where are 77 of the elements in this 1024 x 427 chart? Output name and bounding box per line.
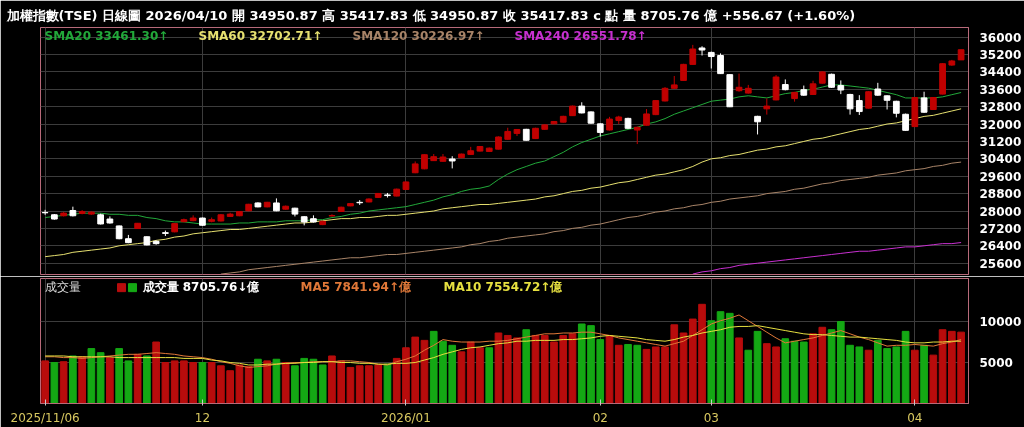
y-tick-label: 36000: [979, 30, 1022, 45]
line-series: [44, 108, 962, 258]
y-tick-label: 33600: [979, 82, 1022, 97]
y-tick-label: 27200: [979, 221, 1022, 236]
legend-label: 成交量 8705.76↓億: [141, 279, 261, 294]
x-tick-label: 12: [194, 410, 211, 425]
bar: [143, 355, 151, 404]
y-tick-label: 28800: [979, 187, 1022, 202]
y-tick-label: 35200: [979, 47, 1022, 62]
bar: [133, 353, 142, 404]
text: SMA20 33461.30↑: [44, 28, 169, 43]
bar: [41, 360, 49, 404]
bar: [198, 362, 207, 404]
bar: [457, 351, 466, 404]
text: MA10 7554.72↑億: [443, 279, 564, 294]
x-tick-label: 02: [592, 410, 608, 425]
bar: [929, 354, 938, 404]
text: MA5 7841.94↑億: [300, 279, 412, 294]
candlestick: [772, 74, 780, 101]
y-tick-label: 26400: [979, 239, 1022, 254]
bar: [781, 338, 790, 404]
line-series: [44, 84, 962, 225]
text: SMA120 30226.97↑: [352, 28, 485, 43]
bar: [920, 344, 928, 404]
bar: [735, 337, 743, 404]
candlestick: [883, 94, 891, 110]
candlestick: [920, 91, 928, 114]
bar: [96, 352, 105, 404]
y-tick-label: 28000: [979, 204, 1022, 219]
y-tick-label: 31200: [979, 134, 1022, 149]
bar: [59, 361, 68, 404]
candlestick: [855, 94, 863, 116]
y-tick-label: 32000: [979, 117, 1022, 132]
bar: [87, 348, 96, 404]
bar: [753, 330, 762, 404]
bar: [281, 362, 290, 404]
candlestick: [41, 209, 49, 216]
bar: [744, 349, 753, 404]
y-tick-label: 30400: [979, 152, 1022, 167]
x-tick-label: 2026/01: [381, 410, 431, 425]
bar: [383, 363, 392, 404]
bar: [50, 362, 59, 404]
line-series: [692, 242, 962, 275]
bar: [614, 344, 623, 404]
bar: [78, 356, 86, 404]
bar: [485, 347, 494, 404]
x-tick-label: 04: [907, 410, 923, 425]
bar: [318, 364, 327, 404]
chart-title: 加權指數(TSE) 日線圖 2026/04/10 開 34950.87 高 35417.83 低 34950.87 收 35417.83 c 點 量 8705.76 億 +556.67 (+1.60%): [5, 7, 856, 23]
bar: [901, 330, 910, 404]
bar: [911, 349, 919, 404]
bar: [69, 355, 77, 404]
line-series: [44, 325, 962, 366]
candlestick: [735, 73, 743, 93]
bar: [106, 357, 114, 404]
y-tick-label: 25600: [979, 256, 1022, 271]
chart-title: 成交量: [44, 279, 81, 294]
y-tick-label: 29600: [979, 169, 1022, 184]
bar: [254, 358, 262, 404]
x-tick-label: 2025/11/06: [10, 410, 80, 425]
bar: [272, 358, 281, 404]
bar: [707, 320, 716, 404]
x-tick-label: 03: [703, 410, 719, 425]
text: SMA240 26551.78↑: [514, 28, 647, 43]
y-tick-label: 32800: [979, 100, 1022, 115]
bar: [244, 366, 253, 404]
y-tick-label: 34400: [979, 65, 1022, 80]
candlestick: [698, 45, 706, 56]
candlestick: [689, 44, 697, 66]
line-series: [220, 161, 962, 275]
y-tick-label: 10000: [979, 315, 1022, 330]
candlestick: [328, 213, 336, 217]
bar: [263, 360, 272, 404]
text: SMA60 32702.71↑: [198, 28, 323, 43]
y-tick-label: 5000: [979, 356, 1013, 371]
bar: [522, 329, 531, 404]
bar: [864, 349, 873, 404]
